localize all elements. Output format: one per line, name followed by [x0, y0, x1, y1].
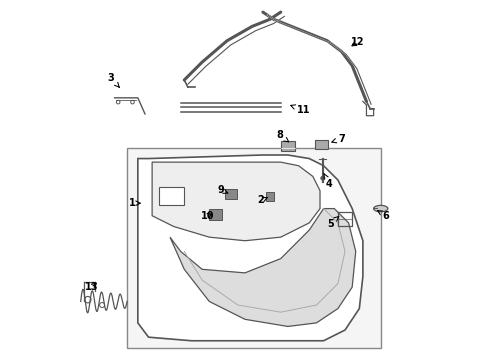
- Text: 8: 8: [276, 130, 289, 142]
- Bar: [159, 187, 184, 205]
- Polygon shape: [170, 208, 356, 327]
- Text: 7: 7: [332, 134, 345, 144]
- Circle shape: [321, 176, 325, 180]
- Text: 12: 12: [351, 37, 364, 48]
- Text: 6: 6: [377, 211, 390, 221]
- Bar: [225, 189, 237, 199]
- Text: 1: 1: [129, 198, 140, 208]
- Bar: [209, 209, 222, 220]
- Bar: [315, 140, 328, 149]
- Text: 4: 4: [324, 173, 332, 189]
- Bar: [266, 192, 273, 202]
- Text: 10: 10: [201, 211, 214, 221]
- Text: 3: 3: [108, 73, 119, 87]
- Bar: [281, 141, 295, 152]
- Text: 5: 5: [327, 216, 339, 229]
- Text: 13: 13: [85, 282, 98, 292]
- Text: 2: 2: [258, 195, 268, 205]
- Polygon shape: [138, 155, 363, 341]
- Bar: [127, 148, 381, 348]
- Text: 9: 9: [218, 185, 228, 195]
- Ellipse shape: [373, 205, 388, 212]
- Polygon shape: [152, 162, 320, 241]
- Text: 11: 11: [291, 105, 311, 115]
